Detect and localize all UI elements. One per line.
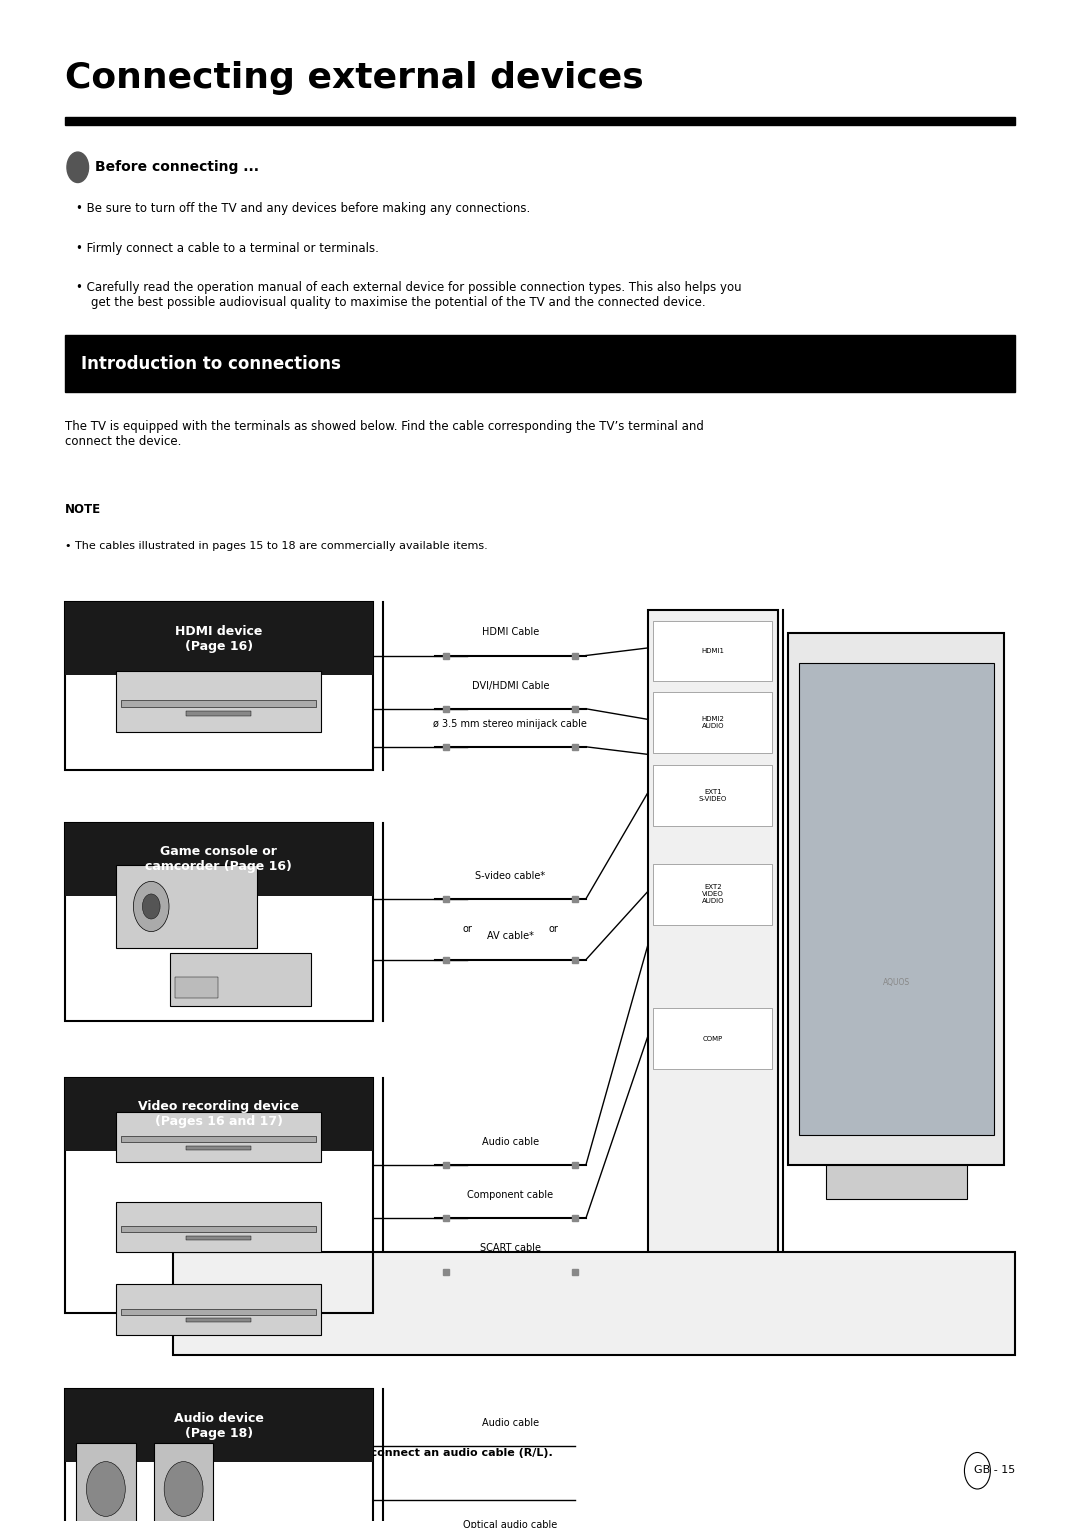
Bar: [186, 712, 251, 717]
Bar: [116, 671, 322, 732]
Bar: [186, 1319, 251, 1322]
Bar: [121, 1135, 315, 1141]
Text: Audio device
(Page 18): Audio device (Page 18): [174, 1412, 264, 1439]
Bar: [65, 824, 373, 1021]
Circle shape: [86, 1462, 125, 1516]
Circle shape: [164, 1462, 203, 1516]
Bar: [65, 1077, 373, 1151]
Bar: [799, 663, 994, 1135]
Text: COMP: COMP: [703, 1036, 723, 1042]
Text: Connecting external devices: Connecting external devices: [65, 61, 644, 95]
Text: * When using an S-video cable, you also need to connect an audio cable (R/L).: * When using an S-video cable, you also …: [65, 1449, 553, 1458]
Bar: [153, 1444, 213, 1528]
Text: Audio cable: Audio cable: [482, 1418, 539, 1429]
Bar: [170, 953, 311, 1005]
Bar: [175, 978, 217, 998]
Bar: [65, 1389, 373, 1462]
Text: • Be sure to turn off the TV and any devices before making any connections.: • Be sure to turn off the TV and any dev…: [76, 202, 530, 215]
Bar: [186, 1236, 251, 1239]
Text: HDMI Cable: HDMI Cable: [482, 628, 539, 637]
Text: HDMI1: HDMI1: [701, 648, 725, 654]
Text: • The cables illustrated in pages 15 to 18 are commercially available items.: • The cables illustrated in pages 15 to …: [65, 541, 487, 552]
Bar: [65, 602, 373, 770]
Bar: [653, 692, 772, 753]
Text: HDMI device
(Page 16): HDMI device (Page 16): [175, 625, 262, 652]
Text: AQUOS: AQUOS: [882, 978, 910, 987]
Circle shape: [67, 153, 89, 182]
Bar: [186, 1146, 251, 1149]
Bar: [77, 1444, 136, 1528]
Text: DVI/HDMI Cable: DVI/HDMI Cable: [472, 680, 549, 691]
Text: EXT2
VIDEO
AUDIO: EXT2 VIDEO AUDIO: [702, 885, 724, 905]
Bar: [653, 1008, 772, 1070]
Text: Game console or
camcorder (Page 16): Game console or camcorder (Page 16): [146, 845, 292, 874]
Bar: [826, 1164, 967, 1198]
Text: Introduction to connections: Introduction to connections: [81, 354, 341, 373]
Bar: [653, 620, 772, 681]
Bar: [116, 1203, 322, 1253]
Text: GB - 15: GB - 15: [974, 1465, 1015, 1476]
Bar: [116, 1285, 322, 1334]
Bar: [116, 1112, 322, 1163]
Bar: [121, 1308, 315, 1314]
Bar: [121, 1227, 315, 1233]
Bar: [65, 824, 373, 895]
Text: AV cable*: AV cable*: [487, 932, 534, 941]
Text: • Carefully read the operation manual of each external device for possible conne: • Carefully read the operation manual of…: [76, 281, 741, 309]
Text: Before connecting ...: Before connecting ...: [95, 160, 259, 174]
Text: or: or: [549, 924, 558, 934]
Bar: [653, 863, 772, 924]
Text: • Firmly connect a cable to a terminal or terminals.: • Firmly connect a cable to a terminal o…: [76, 241, 378, 255]
Bar: [65, 1389, 373, 1528]
Bar: [173, 1251, 1015, 1355]
Text: SCART cable: SCART cable: [480, 1244, 541, 1253]
Bar: [648, 610, 778, 1264]
Bar: [653, 766, 772, 825]
Bar: [65, 602, 373, 675]
Text: The TV is equipped with the terminals as showed below. Find the cable correspond: The TV is equipped with the terminals as…: [65, 420, 704, 448]
Circle shape: [134, 882, 168, 932]
Text: S-video cable*: S-video cable*: [475, 871, 545, 880]
Circle shape: [143, 894, 160, 918]
Bar: [65, 118, 1015, 125]
Text: NOTE: NOTE: [65, 503, 100, 516]
Text: or: or: [462, 924, 472, 934]
Text: Optical audio cable: Optical audio cable: [463, 1520, 557, 1528]
Text: HDMI2
AUDIO: HDMI2 AUDIO: [701, 717, 725, 729]
Text: ø 3.5 mm stereo minijack cable: ø 3.5 mm stereo minijack cable: [433, 718, 588, 729]
Text: EXT1
S-VIDEO: EXT1 S-VIDEO: [699, 788, 727, 802]
Text: Audio cable: Audio cable: [482, 1137, 539, 1148]
Bar: [788, 633, 1004, 1164]
Bar: [116, 865, 257, 949]
Bar: [65, 335, 1015, 393]
Text: Component cable: Component cable: [468, 1190, 553, 1199]
Bar: [121, 700, 315, 707]
Bar: [65, 1077, 373, 1314]
Bar: [116, 1525, 322, 1528]
Text: Video recording device
(Pages 16 and 17): Video recording device (Pages 16 and 17): [138, 1100, 299, 1128]
